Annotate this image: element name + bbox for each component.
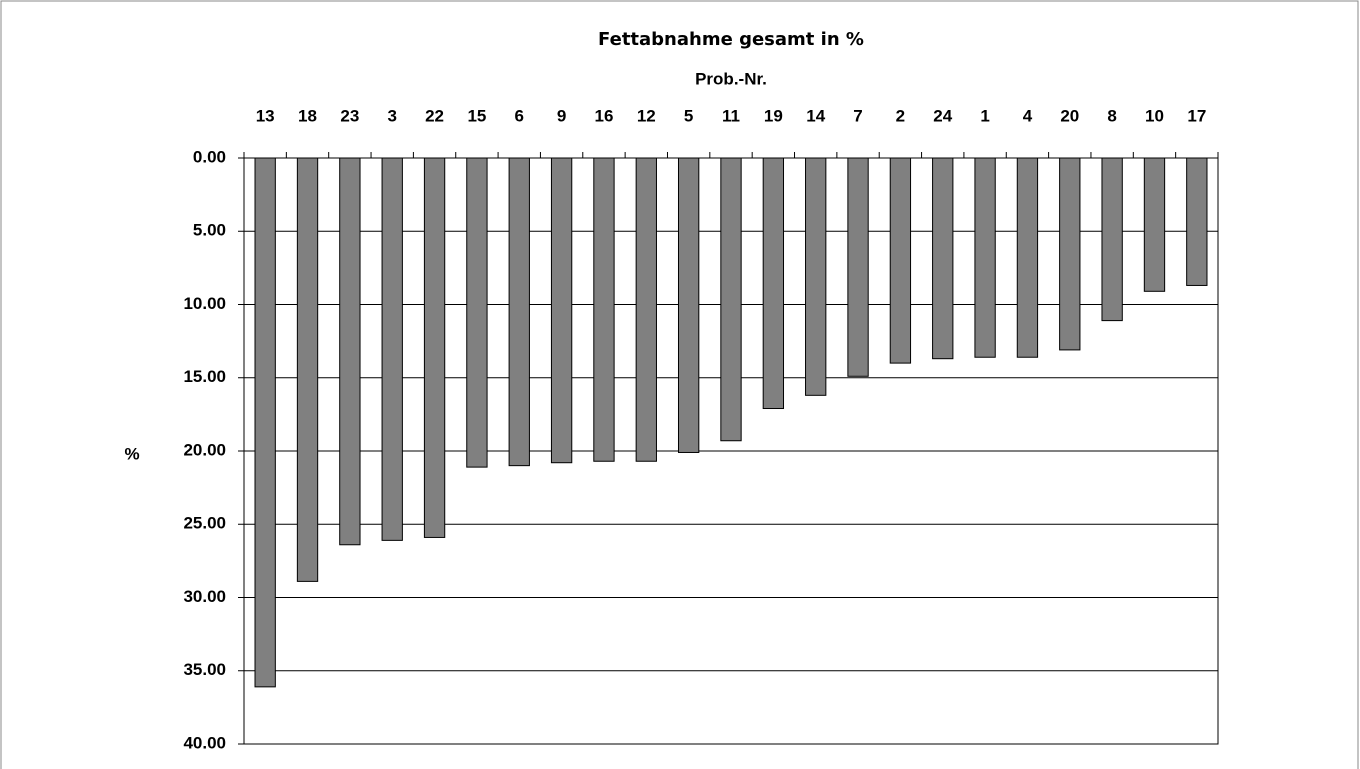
x-tick-label: 24 [933, 106, 952, 125]
x-tick-label: 15 [467, 106, 486, 125]
bar [847, 157, 869, 377]
x-tick-label: 17 [1187, 106, 1206, 125]
x-tick-label: 12 [637, 106, 656, 125]
bar [1016, 157, 1039, 358]
bar [720, 157, 742, 442]
bar [1186, 157, 1208, 286]
x-tick-label: 16 [594, 106, 613, 125]
bar [508, 157, 530, 467]
bar [593, 157, 615, 462]
x-tick-label: 9 [557, 106, 566, 125]
y-tick-label: 25.00 [183, 514, 226, 533]
x-tick-label: 23 [340, 106, 359, 125]
y-tick-label: 0.00 [193, 147, 226, 166]
bar [677, 157, 700, 453]
x-tick-label: 14 [806, 106, 825, 125]
x-tick-label: 8 [1107, 106, 1116, 125]
chart-title: Fettabnahme gesamt in % [598, 29, 864, 50]
x-tick-label: 4 [1023, 106, 1033, 125]
y-tick-label: 30.00 [183, 587, 226, 606]
x-tick-label: 11 [722, 106, 740, 125]
bar [635, 157, 657, 462]
x-tick-label: 20 [1060, 106, 1079, 125]
x-tick-label: 19 [764, 106, 783, 125]
bar [974, 157, 996, 358]
y-tick-label: 5.00 [193, 221, 226, 240]
bar [296, 157, 319, 582]
bar [423, 157, 446, 538]
y-tick-label: 15.00 [183, 367, 226, 386]
x-tick-label: 13 [256, 106, 275, 125]
x-axis-title: Prob.-Nr. [695, 69, 767, 88]
x-tick-label: 22 [425, 106, 444, 125]
bar [889, 157, 912, 364]
bar [254, 157, 276, 688]
bar [805, 157, 827, 396]
bar [762, 157, 785, 410]
bar [550, 157, 573, 464]
bar [1143, 157, 1166, 292]
y-tick-label: 40.00 [183, 733, 226, 752]
bar [1101, 157, 1123, 322]
bar [466, 157, 488, 468]
x-tick-label: 6 [515, 106, 524, 125]
x-tick-label: 5 [684, 106, 693, 125]
y-tick-label: 20.00 [183, 440, 226, 459]
x-tick-label: 18 [298, 106, 317, 125]
bar [1059, 157, 1081, 351]
bar [381, 157, 403, 541]
bar [339, 157, 361, 546]
y-axis-title: % [124, 444, 139, 463]
x-tick-label: 3 [387, 106, 396, 125]
bar [932, 157, 954, 360]
x-tick-label: 7 [853, 106, 862, 125]
y-tick-label: 10.00 [183, 294, 226, 313]
y-tick-label: 35.00 [183, 660, 226, 679]
x-tick-label: 1 [980, 106, 989, 125]
x-tick-label: 10 [1145, 106, 1164, 125]
x-tick-label: 2 [896, 106, 905, 125]
